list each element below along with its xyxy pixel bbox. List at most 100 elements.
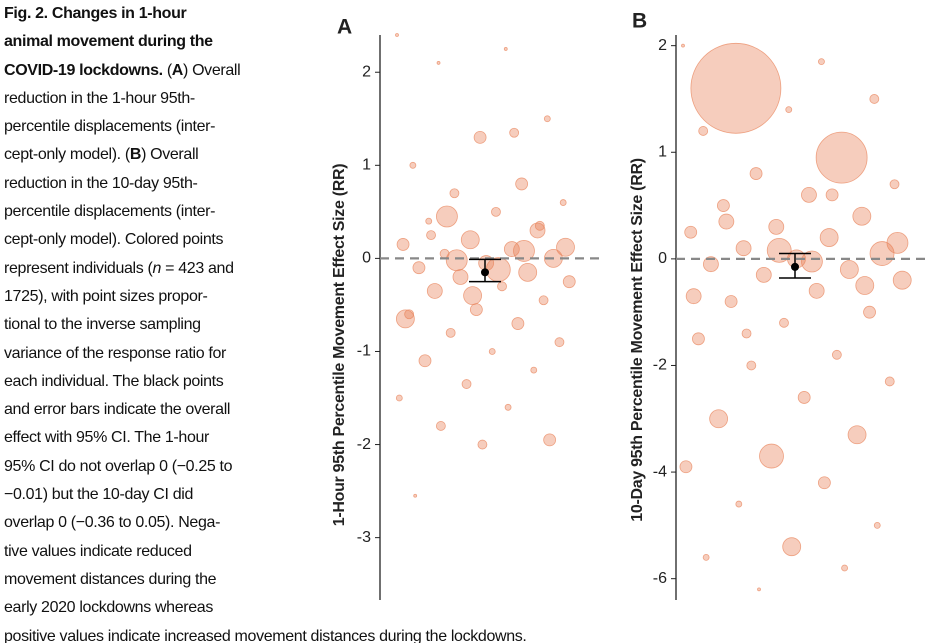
y-tick-label: -3: [357, 529, 371, 546]
individual-point: [724, 295, 738, 308]
individual-point: [779, 317, 789, 328]
individual-point: [559, 199, 567, 206]
individual-point: [469, 303, 483, 316]
y-tick-label: -2: [653, 357, 667, 374]
individual-point: [554, 337, 565, 348]
caption-line: tive values indicate reduced: [4, 538, 527, 566]
individual-point: [461, 379, 472, 389]
individual-point: [685, 288, 702, 305]
individual-point: [436, 205, 458, 228]
individual-point: [819, 228, 839, 247]
individual-point: [892, 270, 912, 290]
caption-text: B: [129, 146, 142, 164]
y-tick-label: -6: [653, 570, 667, 587]
y-axis-label: 1-Hour 95th Percentile Movement Effect S…: [331, 164, 348, 527]
individual-point: [690, 42, 782, 134]
caption-line: reduction in the 10-day 95th-: [4, 170, 527, 198]
individual-point: [808, 282, 825, 299]
individual-point: [538, 295, 549, 306]
caption-text: reduction in the 1-hour 95th-: [4, 89, 195, 107]
individual-point: [817, 476, 831, 490]
individual-point: [503, 47, 508, 51]
caption-line: movement distances during the: [4, 566, 527, 594]
individual-point: [886, 231, 909, 254]
individual-point: [755, 266, 772, 283]
individual-point: [746, 360, 757, 371]
caption-text: variance of the response ratio for: [4, 344, 227, 362]
caption-text: = 423 and: [161, 259, 234, 277]
individual-point: [515, 177, 529, 191]
caption-line: represent individuals (n = 423 and: [4, 255, 527, 283]
individual-point: [435, 421, 446, 431]
caption-line: and error bars indicate the overall: [4, 396, 527, 424]
caption-line: 1725), with point sizes propor-: [4, 283, 527, 311]
individual-point: [741, 328, 752, 339]
individual-point: [396, 238, 410, 251]
individual-point: [509, 127, 520, 138]
caption-text: 95% CI do not overlap 0 (−0.25 to: [4, 457, 233, 475]
individual-point: [818, 58, 825, 66]
individual-point: [504, 403, 512, 411]
caption-text: cept-only model). Colored points: [4, 231, 224, 249]
caption-text: tional to the inverse sampling: [4, 316, 201, 334]
caption-line: percentile displacements (inter-: [4, 113, 527, 141]
caption-line: tional to the inverse sampling: [4, 311, 527, 339]
caption-line: each individual. The black points: [4, 368, 527, 396]
individual-point: [801, 250, 823, 273]
individual-point: [513, 240, 535, 262]
y-tick-label: -4: [653, 463, 667, 480]
caption-text: overlap 0 (−0.36 to 0.05). Nega-: [4, 514, 221, 532]
individual-point: [562, 275, 576, 289]
individual-point: [716, 199, 730, 212]
individual-point: [511, 317, 525, 330]
caption-text: Fig. 2. Changes in 1-hour: [4, 5, 187, 22]
individual-point: [395, 33, 399, 37]
caption-text: positive values indicate increased movem…: [4, 627, 527, 643]
individual-point: [766, 237, 792, 263]
individual-point: [749, 167, 763, 180]
individual-point: [735, 500, 743, 508]
individual-point: [518, 262, 538, 282]
effect-point: [481, 268, 489, 277]
caption-text: each individual. The black points: [4, 372, 224, 390]
individual-point: [491, 206, 501, 217]
individual-point: [759, 443, 784, 469]
individual-point: [425, 217, 433, 225]
caption-text: and error bars indicate the overall: [4, 401, 231, 419]
individual-point: [873, 521, 881, 529]
caption-line: COVID-19 lockdowns. (A) Overall: [4, 57, 527, 85]
individual-point: [841, 564, 848, 572]
y-tick-label: 0: [658, 250, 667, 267]
caption-line: positive values indicate increased movem…: [4, 623, 527, 643]
y-tick-label: 0: [362, 250, 371, 267]
individual-point: [530, 366, 538, 374]
individual-point: [503, 241, 520, 257]
individual-point: [556, 237, 575, 257]
y-tick-label: 1: [658, 143, 667, 160]
individual-point: [452, 269, 469, 285]
individual-point: [534, 220, 545, 231]
caption-line: overlap 0 (−0.36 to 0.05). Nega-: [4, 509, 527, 537]
caption-text: cept-only model). (: [4, 146, 130, 164]
individual-point: [449, 188, 460, 199]
individual-point: [889, 179, 900, 190]
individual-point: [839, 260, 859, 279]
individual-point: [485, 257, 511, 282]
caption-text: (: [162, 61, 172, 79]
individual-point: [395, 309, 415, 329]
caption-line: reduction in the 1-hour 95th-: [4, 85, 527, 113]
y-tick-label: 2: [658, 37, 667, 54]
individual-point: [445, 249, 468, 272]
individual-point: [463, 286, 483, 306]
individual-point: [698, 126, 709, 136]
individual-point: [702, 553, 710, 561]
individual-point: [863, 305, 876, 319]
individual-point: [543, 115, 551, 123]
individual-point: [477, 439, 488, 450]
individual-point: [412, 261, 426, 275]
individual-point: [409, 161, 417, 169]
caption-text: ) Overall: [183, 61, 241, 79]
individual-point: [460, 230, 480, 250]
